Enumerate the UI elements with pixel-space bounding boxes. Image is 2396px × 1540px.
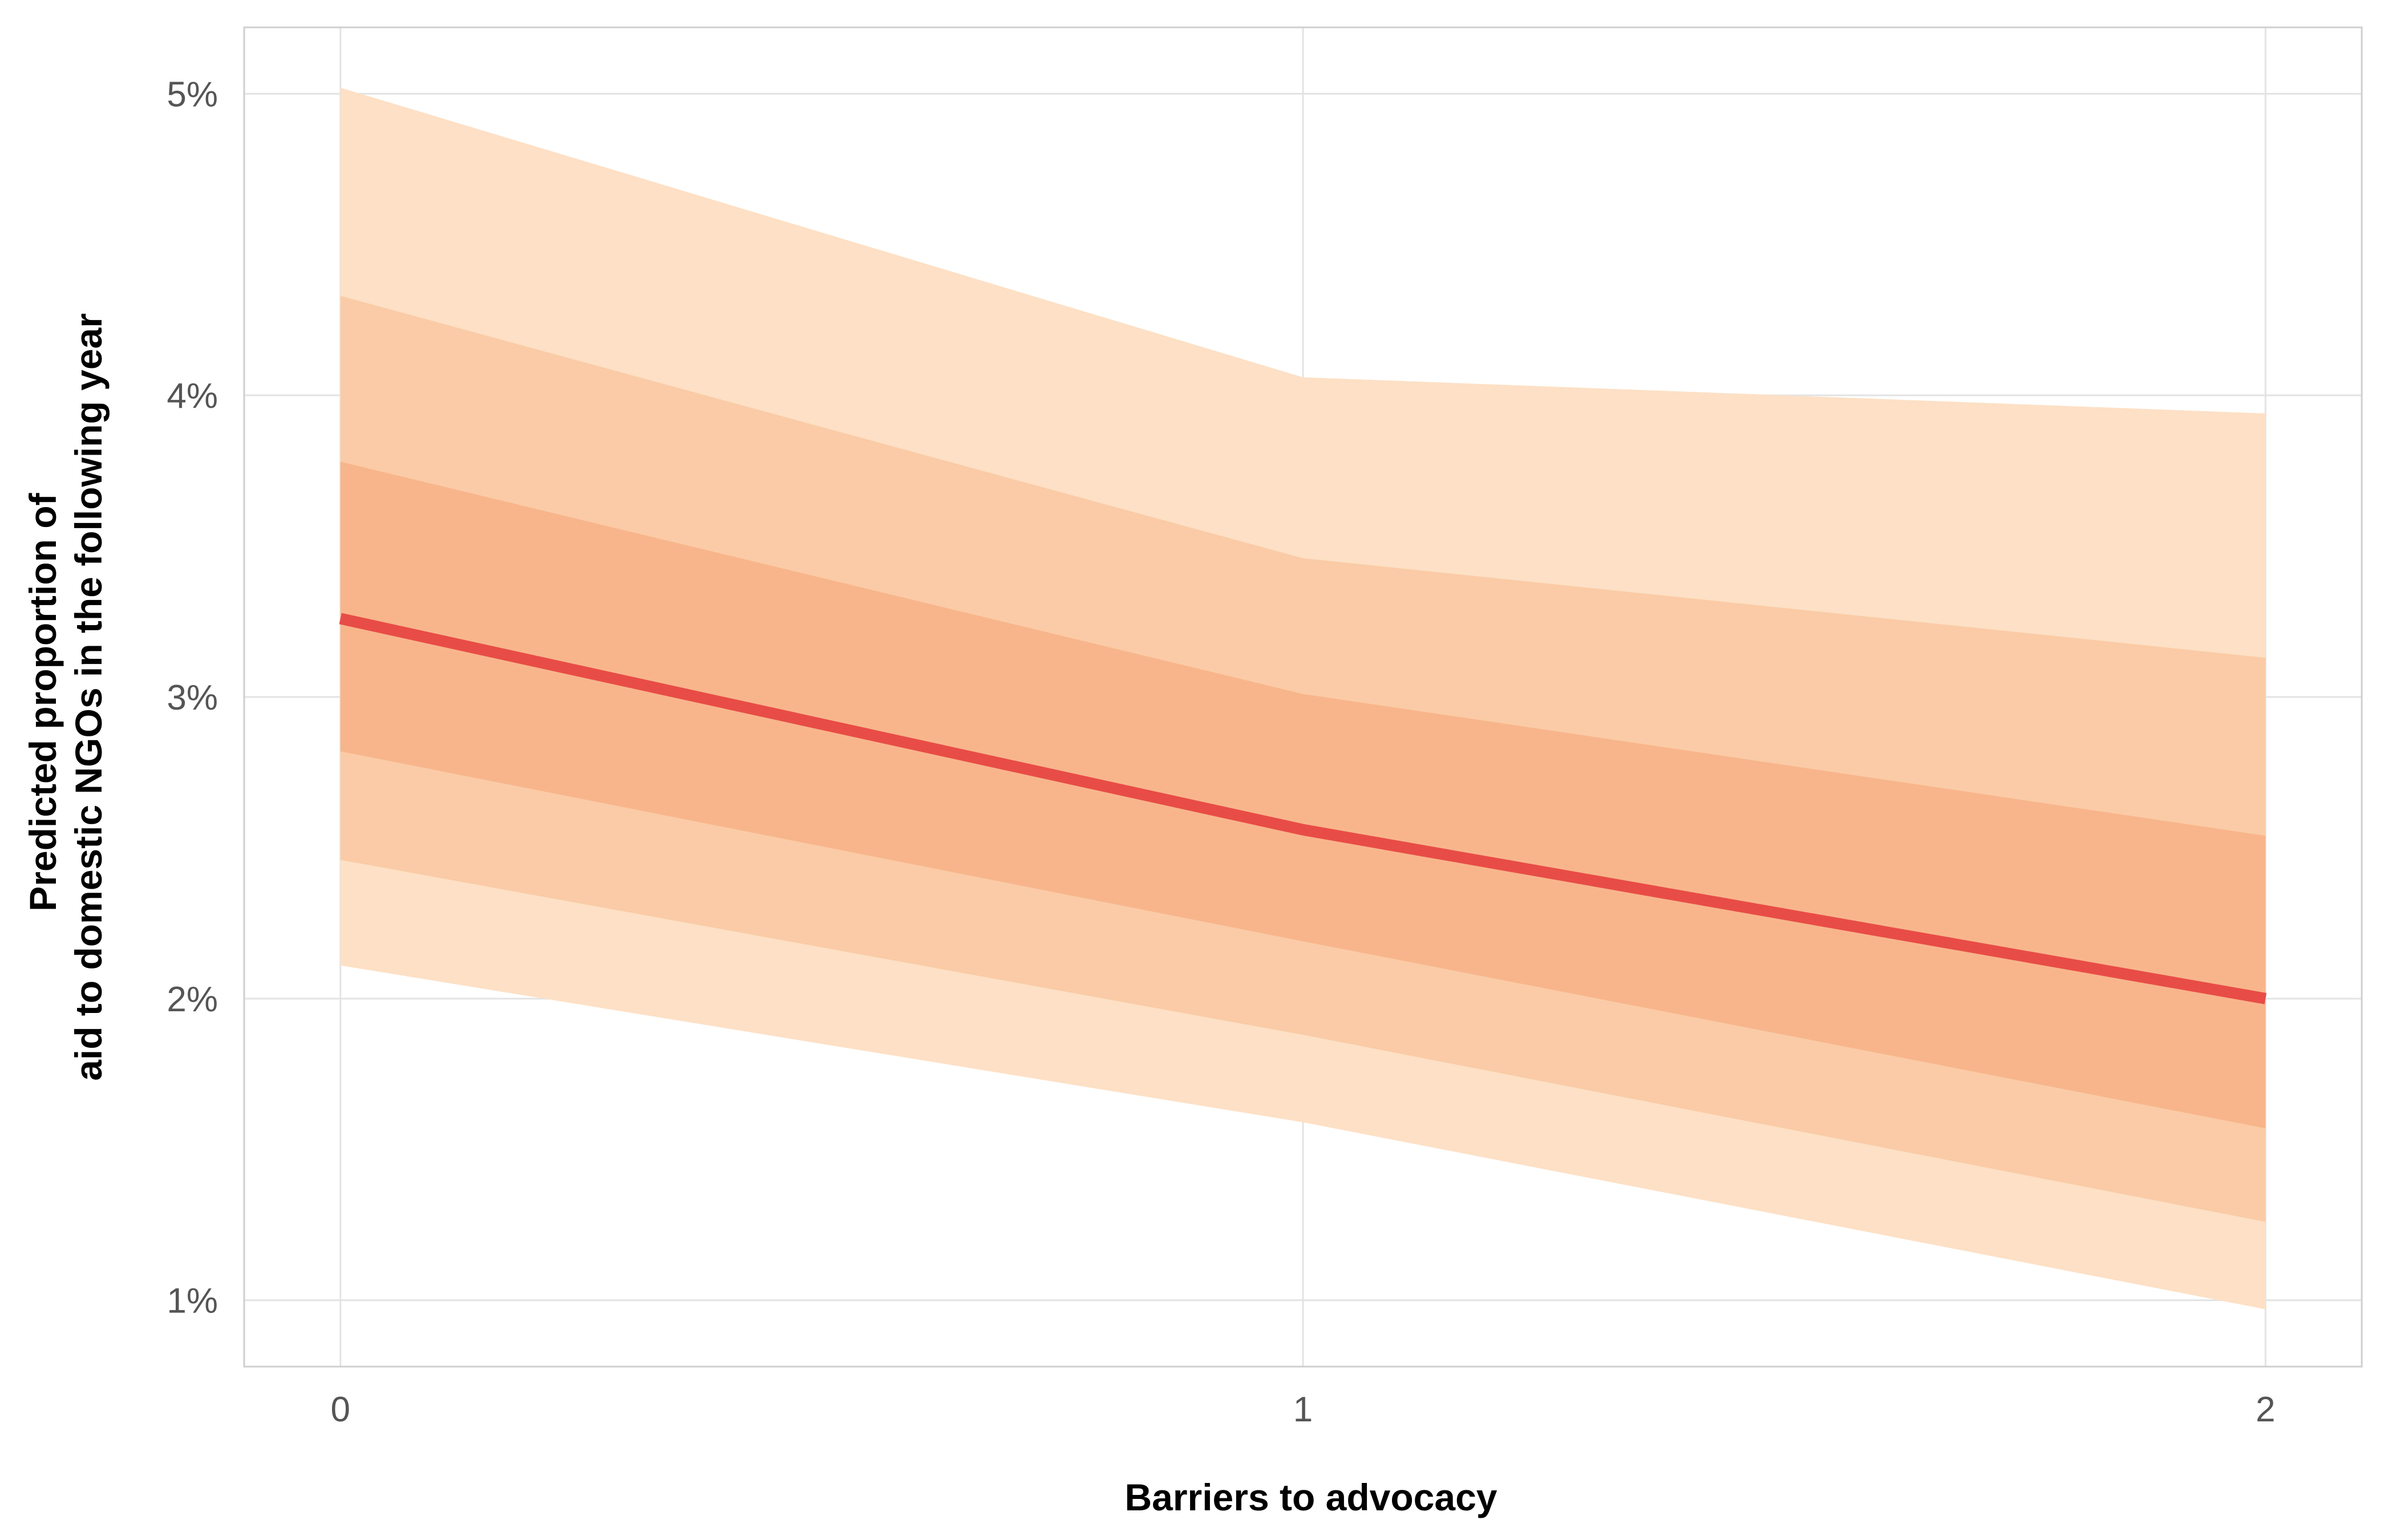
- x-tick-label-1: 1: [1293, 1390, 1313, 1429]
- y-axis-title-line-2: aid to domestic NGOs in the following ye…: [67, 313, 110, 1081]
- x-axis-title: Barriers to advocacy: [1124, 1476, 1497, 1518]
- x-tick-label-2: 2: [2256, 1390, 2275, 1429]
- x-tick-label-0: 0: [330, 1390, 350, 1429]
- prediction-line: [339, 613, 2267, 1004]
- panel-border: [243, 26, 2363, 1368]
- interval-band-inner: [340, 461, 2266, 1129]
- prediction-line-layer: [339, 613, 2267, 1004]
- uncertainty-bands: [340, 87, 2266, 1310]
- y-tick-label-0: 1%: [167, 1282, 218, 1321]
- y-tick-label-3: 4%: [167, 376, 218, 416]
- y-tick-label-4: 5%: [167, 75, 218, 114]
- y-axis-ticks: 1% 2% 3% 4% 5%: [167, 75, 218, 1320]
- y-axis-title: Predicted proportion of aid to domestic …: [22, 313, 110, 1081]
- y-tick-label-2: 3%: [167, 678, 218, 718]
- y-axis-title-line-1: Predicted proportion of: [22, 492, 64, 911]
- y-tick-label-1: 2%: [167, 980, 218, 1019]
- x-axis-ticks: 0 1 2: [330, 1390, 2275, 1429]
